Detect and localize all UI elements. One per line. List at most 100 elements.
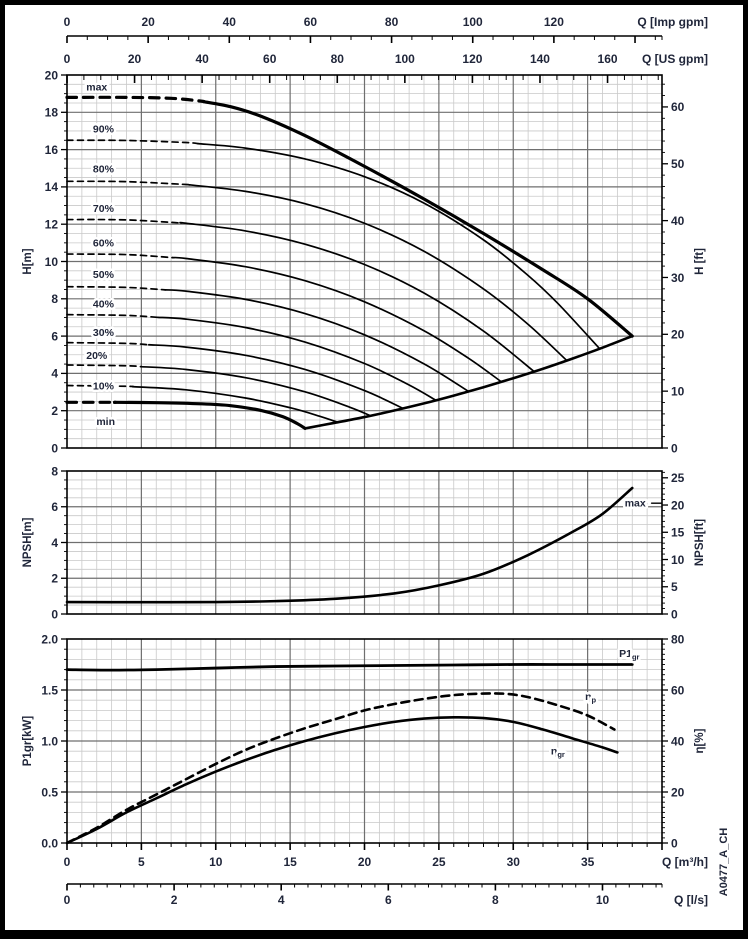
svg-text:60: 60 (671, 683, 685, 697)
curve-speed-70-dashed (66, 218, 183, 224)
svg-text:0: 0 (671, 607, 678, 621)
svg-text:20: 20 (671, 498, 685, 512)
svg-text:Q [l/s]: Q [l/s] (674, 893, 708, 907)
npsh-curve-left-axis: 0 2 4 6 8 NPSH[m] (22, 464, 67, 621)
label-60: 60% (93, 237, 115, 249)
scale-bar-q-m3h: 0 5 10 15 20 25 30 35 Q [m³/h] (64, 843, 708, 869)
svg-text:140: 140 (530, 52, 550, 66)
qh-curves-right-axis: 0 10 20 30 40 50 60 H [ft] (662, 83, 706, 455)
npsh-curve-right-axis: 0 5 10 15 20 25 NPSH[ft] (662, 471, 706, 621)
qh-curves-labels: max 90% 80% 70% 60% 50% 40% 30% 20% 10% min (84, 79, 118, 430)
curve-speed-60-dashed (66, 253, 174, 259)
svg-text:4: 4 (278, 893, 285, 907)
npsh-curve-grid (67, 471, 662, 614)
power-efficiency-left-axis: 0.0 0.5 1.0 1.5 2.0 P1gr[kW] (22, 632, 67, 850)
curve-npsh-max (65, 486, 634, 604)
svg-text:40: 40 (671, 734, 685, 748)
label-20: 20% (86, 350, 108, 362)
svg-text:60: 60 (263, 52, 277, 66)
svg-text:1.5: 1.5 (41, 683, 58, 697)
svg-text:H[m]: H[m] (22, 248, 34, 274)
scale-bar-q-imp-gpm: 0 20 40 60 80 100 120 Q [Imp gpm] (64, 15, 708, 43)
curve-speed-70 (179, 221, 535, 373)
svg-text:2: 2 (171, 893, 178, 907)
qh-curves-grid (67, 75, 662, 448)
svg-text:0.5: 0.5 (41, 785, 58, 799)
curve-eta-p (65, 692, 616, 845)
power-efficiency-right-axis: 0 20 40 60 80 η[%] (662, 632, 706, 850)
npsh-curve: 0 2 4 6 8 NPSH[m] 0 5 10 15 20 25 NPSH[ft] max (22, 464, 706, 621)
curve-speed-90 (197, 142, 601, 350)
svg-text:6: 6 (385, 893, 392, 907)
curve-speed-50 (164, 288, 470, 393)
label-10: 10% (93, 381, 115, 393)
svg-text:100: 100 (395, 52, 415, 66)
svg-text:H [ft]: H [ft] (694, 248, 706, 275)
page-frame-bottom-bar (0, 930, 748, 939)
qh-curves-left-axis: 0 2 4 6 8 10 12 14 16 18 20 H[m] (22, 68, 67, 455)
label-gr: ηgr (551, 746, 565, 760)
svg-text:120: 120 (462, 52, 482, 66)
svg-text:30: 30 (507, 855, 521, 869)
curve-speed-80 (188, 183, 568, 362)
label-p: ηp (585, 691, 596, 705)
curve-speed-40 (156, 316, 437, 402)
svg-text:0.0: 0.0 (41, 836, 58, 850)
svg-text:0: 0 (64, 893, 71, 907)
svg-text:5: 5 (671, 580, 678, 594)
svg-text:80: 80 (385, 15, 399, 29)
svg-text:8: 8 (51, 464, 58, 478)
svg-text:5: 5 (138, 855, 145, 869)
svg-text:0: 0 (51, 607, 58, 621)
svg-text:1.0: 1.0 (41, 734, 58, 748)
npsh-curve-series (65, 486, 662, 604)
svg-text:20: 20 (45, 68, 59, 82)
curve-speed-80-dashed (66, 180, 193, 186)
svg-text:20: 20 (128, 52, 142, 66)
curve-speed-30 (147, 343, 405, 410)
curve-speed-min (113, 400, 307, 431)
svg-text:0: 0 (64, 855, 71, 869)
svg-text:8: 8 (51, 292, 58, 306)
svg-text:40: 40 (223, 15, 237, 29)
svg-text:10: 10 (45, 255, 59, 269)
svg-text:40: 40 (671, 214, 685, 228)
svg-text:25: 25 (432, 855, 446, 869)
svg-text:35: 35 (581, 855, 595, 869)
label-P1gr: P1gr (619, 648, 639, 662)
svg-text:Q [US gpm]: Q [US gpm] (642, 52, 708, 66)
svg-text:6: 6 (51, 500, 58, 514)
scale-bar-q-us-gpm: 0 20 40 60 80 100 120 140 160 Q [US gpm] (64, 52, 708, 83)
label-max: max (625, 498, 646, 510)
curve-speed-90-dashed (66, 139, 199, 145)
svg-text:80: 80 (671, 632, 685, 646)
svg-text:50: 50 (671, 157, 685, 171)
svg-text:20: 20 (671, 785, 685, 799)
svg-text:0: 0 (64, 15, 71, 29)
svg-text:10: 10 (596, 893, 610, 907)
svg-text:0: 0 (51, 441, 58, 455)
svg-text:2: 2 (51, 404, 58, 418)
svg-text:6: 6 (51, 329, 58, 343)
power-efficiency-series (65, 663, 634, 845)
svg-text:10: 10 (209, 855, 223, 869)
svg-text:2: 2 (51, 572, 58, 586)
svg-text:η[%]: η[%] (694, 728, 706, 753)
label-max: max (86, 82, 107, 94)
svg-text:20: 20 (141, 15, 155, 29)
curve-speed-20-dashed (66, 364, 143, 368)
power-efficiency-labels: P1gr ηp ηgr (548, 645, 642, 761)
svg-text:0: 0 (671, 441, 678, 455)
svg-text:2.0: 2.0 (41, 632, 58, 646)
svg-text:NPSH[ft]: NPSH[ft] (694, 519, 706, 566)
svg-text:80: 80 (331, 52, 345, 66)
qh-curves: 0 2 4 6 8 10 12 14 16 18 20 H[m] 0 10 20 30 40 50 60 H [ft]… (22, 68, 706, 455)
svg-text:16: 16 (45, 143, 59, 157)
scale-bar-q-ls: 0 2 4 6 8 10 Q [l/s] (64, 883, 708, 907)
curve-speed-30-dashed (66, 341, 150, 346)
label-40: 40% (93, 299, 115, 311)
svg-text:10: 10 (671, 553, 685, 567)
svg-text:160: 160 (598, 52, 618, 66)
